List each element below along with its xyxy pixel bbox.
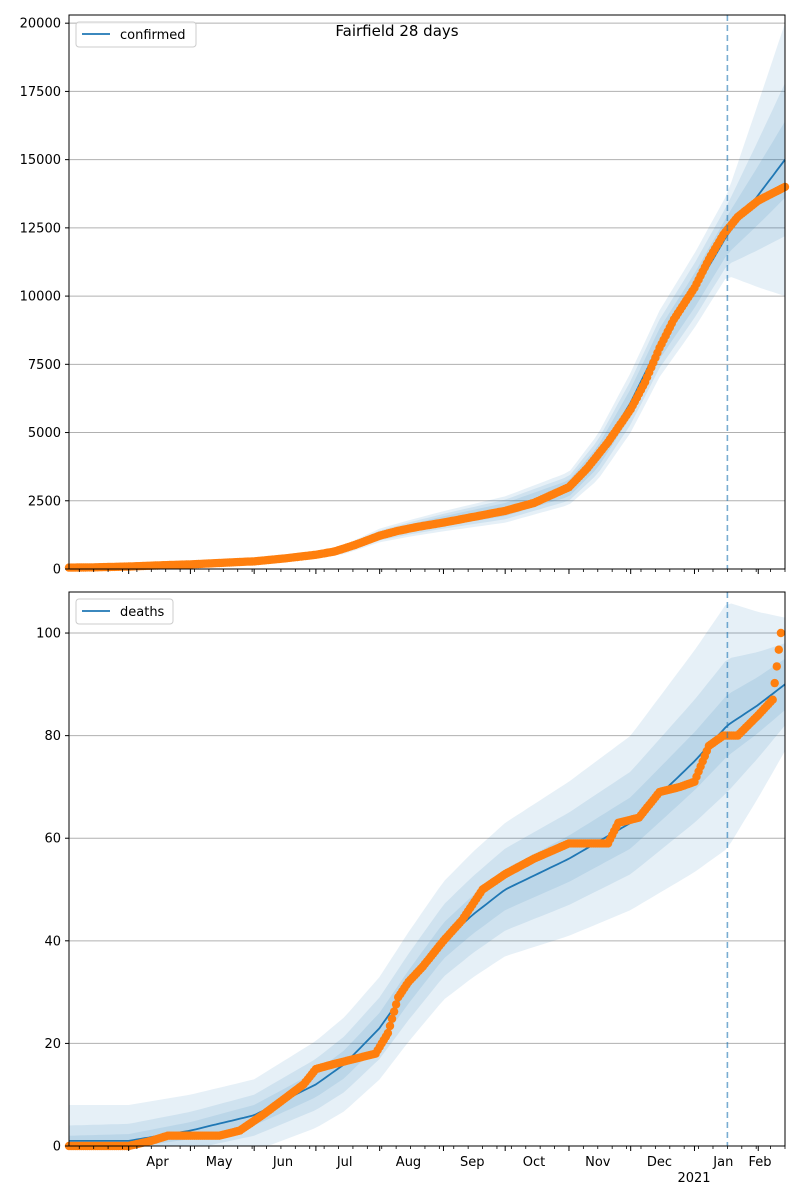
confirmed-observed-points [64, 182, 790, 572]
deaths-observed-point [385, 1021, 395, 1031]
x-month-label: Apr [146, 1155, 169, 1170]
deaths-legend-box [75, 598, 174, 625]
confirmed-legend-box [75, 21, 197, 48]
x-month-label: Jun [272, 1155, 293, 1170]
confirmed-y-tick-label: 10000 [20, 290, 61, 305]
deaths-observed-point [383, 1028, 393, 1038]
x-month-label: May [206, 1155, 233, 1170]
confirmed-y-tick-label: 5000 [28, 426, 61, 441]
confirmed-y-tick-label: 12500 [20, 221, 61, 236]
confirmed-y-tick-label: 15000 [20, 153, 61, 168]
deaths-band-0 [69, 603, 785, 1146]
confirmed-plot-area [69, 15, 785, 569]
deaths-y-tick-label: 20 [44, 1037, 61, 1052]
x-month-label: Oct [523, 1155, 545, 1170]
deaths-observed-point [776, 628, 786, 638]
deaths-axes-frame [68, 591, 786, 1147]
x-month-label: Sep [460, 1155, 485, 1170]
x-month-label: Jan [712, 1155, 733, 1170]
x-axis-year-label: 2021 [677, 1171, 710, 1186]
confirmed-legend-label: confirmed [120, 28, 186, 43]
deaths-legend-label: deaths [120, 605, 165, 620]
deaths-y-tick-label: 60 [44, 832, 61, 847]
x-month-label: Aug [396, 1155, 421, 1170]
x-axis-month-labels: Apr May Jun Jul Aug Sep Oct Nov Dec Jan Feb [146, 1155, 771, 1170]
deaths-y-tick-label: 40 [44, 934, 61, 949]
x-month-label: Dec [647, 1155, 672, 1170]
deaths-gridlines [69, 632, 785, 1044]
confirmed-y-tick-label: 0 [53, 563, 61, 578]
deaths-y-tick-label: 0 [53, 1140, 61, 1155]
deaths-observed-point [389, 1007, 399, 1016]
deaths-observed-point [770, 678, 779, 688]
deaths-observed-point [391, 1000, 401, 1009]
deaths-observed-point [774, 645, 783, 654]
x-month-label: Jul [336, 1155, 353, 1170]
confirmed-y-tick-label: 17500 [20, 85, 61, 100]
x-month-label: Nov [585, 1155, 611, 1170]
confirmed-y-axis: 0 2500 5000 7500 10000 12500 15000 17500 20000 [20, 17, 69, 578]
confirmed-legend: confirmed [75, 21, 197, 48]
deaths-y-axis: 0 20 40 60 80 100 [36, 627, 69, 1155]
deaths-x-axis-ticks [78, 1146, 786, 1151]
confirmed-y-tick-label: 20000 [20, 17, 61, 32]
x-month-label: Feb [748, 1155, 771, 1170]
confirmed-x-axis-ticks [78, 569, 786, 574]
deaths-panel: 0 20 40 60 80 100 Apr May Jun Jul Aug Sep Oct Nov Dec… [36, 591, 786, 1186]
confirmed-y-tick-label: 2500 [28, 494, 61, 509]
deaths-observed-point [772, 662, 781, 671]
deaths-observed-point [387, 1014, 397, 1023]
deaths-confidence-bands [69, 603, 785, 1146]
confirmed-axes-frame [68, 14, 786, 570]
confirmed-band-0 [69, 23, 785, 569]
deaths-y-tick-label: 100 [36, 627, 61, 642]
deaths-band-1 [69, 643, 785, 1146]
deaths-observed-point [768, 695, 777, 704]
confirmed-panel: 0 2500 5000 7500 10000 12500 15000 17500 20000 F… [20, 14, 790, 578]
confirmed-y-tick-label: 7500 [28, 358, 61, 373]
deaths-legend: deaths [75, 598, 174, 625]
deaths-y-tick-label: 80 [44, 729, 61, 744]
deaths-plot-area [69, 592, 785, 1146]
chart-title: Fairfield 28 days [335, 22, 458, 40]
